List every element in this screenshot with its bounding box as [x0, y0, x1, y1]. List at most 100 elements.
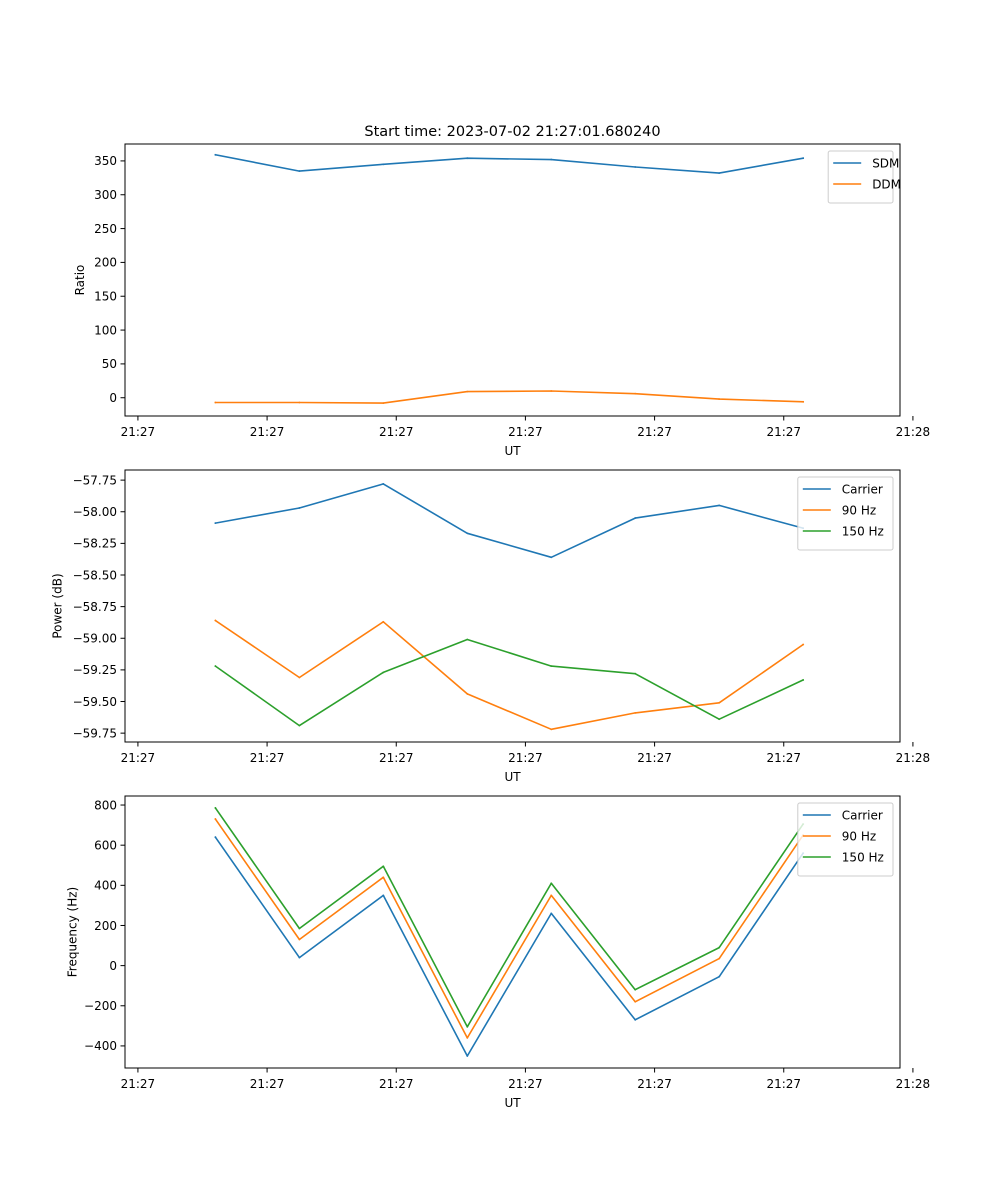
legend-label: SDM — [872, 156, 899, 170]
series-line-90-hz — [214, 619, 805, 731]
axes-frame — [124, 795, 901, 1069]
y-tick-label: 300 — [94, 188, 117, 202]
data-point-ddm — [298, 401, 301, 404]
y-tick-label: −58.25 — [73, 537, 117, 551]
data-point-150-hz — [718, 946, 721, 949]
x-axis-label: UT — [504, 770, 521, 784]
data-point-150-hz — [550, 665, 553, 667]
series-line-150-hz — [214, 638, 805, 727]
x-tick-label: 21:27 — [250, 425, 285, 439]
data-point-150-hz — [550, 882, 553, 885]
y-tick-label: 150 — [94, 290, 117, 304]
data-point-150-hz — [214, 665, 217, 667]
data-point-150-hz — [214, 807, 217, 809]
data-point-150-hz — [298, 724, 301, 727]
series-line-carrier — [214, 483, 805, 559]
x-tick-label: 21:27 — [121, 1077, 156, 1091]
data-point-sdm — [382, 163, 385, 166]
x-tick-label: 21:27 — [766, 1077, 801, 1091]
series-line-150-hz — [214, 806, 805, 1028]
series-line-ddm — [214, 390, 804, 404]
legend-label: DDM — [872, 177, 901, 191]
legend: SDM DDM — [827, 150, 901, 204]
legend: Carrier 90 Hz 150 Hz — [797, 802, 894, 877]
y-tick-label: −59.50 — [73, 695, 117, 709]
x-tick-label: 21:28 — [896, 1077, 931, 1091]
data-point-90-hz — [718, 957, 721, 960]
data-point-carrier — [634, 517, 637, 519]
data-point-150-hz — [802, 679, 805, 681]
x-tick-label: 21:27 — [379, 1077, 414, 1091]
data-point-150-hz — [382, 865, 385, 868]
x-tick-label: 21:27 — [766, 751, 801, 765]
legend-label: Carrier — [842, 482, 883, 496]
y-tick-label: 250 — [94, 222, 117, 236]
x-tick-label: 21:27 — [766, 425, 801, 439]
y-tick-label: −200 — [84, 999, 117, 1013]
data-point-90-hz — [634, 712, 637, 714]
data-point-90-hz — [718, 701, 721, 704]
data-point-carrier — [550, 912, 553, 915]
data-point-carrier — [466, 1055, 469, 1057]
y-tick-label: 200 — [94, 919, 117, 933]
y-tick-label: 600 — [94, 838, 117, 852]
data-point-ddm — [718, 398, 721, 400]
data-point-90-hz — [802, 643, 805, 646]
data-point-90-hz — [634, 1000, 637, 1003]
chart-panel-1: Start time: 2023-07-02 21:27:01.680240 21… — [73, 124, 930, 458]
data-point-sdm — [802, 157, 805, 160]
data-point-90-hz — [214, 619, 217, 622]
y-tick-label: 100 — [94, 323, 117, 337]
y-tick-label: −59.00 — [73, 632, 117, 646]
data-point-carrier — [382, 483, 385, 485]
data-point-90-hz — [298, 938, 301, 941]
chart-title: Start time: 2023-07-02 21:27:01.680240 — [364, 124, 660, 140]
y-axis-label: Frequency (Hz) — [66, 887, 80, 978]
data-point-ddm — [466, 390, 469, 393]
data-point-carrier — [298, 507, 301, 509]
data-point-150-hz — [466, 638, 469, 641]
y-tick-label: 400 — [94, 879, 117, 893]
data-point-90-hz — [466, 1036, 469, 1039]
y-tick-label: −400 — [84, 1039, 117, 1053]
y-tick-label: 800 — [94, 798, 117, 812]
data-point-sdm — [214, 153, 217, 156]
series-line-90-hz — [214, 817, 805, 1039]
x-tick-label: 21:27 — [379, 751, 414, 765]
data-point-carrier — [214, 836, 217, 839]
x-tick-label: 21:27 — [637, 425, 672, 439]
x-tick-label: 21:28 — [896, 425, 931, 439]
x-tick-label: 21:27 — [637, 751, 672, 765]
y-tick-label: 0 — [109, 959, 117, 973]
y-axis-label: Power (dB) — [50, 573, 64, 638]
y-tick-label: −59.25 — [73, 663, 117, 677]
x-tick-label: 21:27 — [121, 425, 156, 439]
y-tick-label: −58.50 — [73, 568, 117, 582]
y-tick-label: −57.75 — [73, 473, 117, 487]
data-point-sdm — [634, 166, 637, 168]
data-point-sdm — [298, 170, 301, 172]
data-point-carrier — [214, 522, 217, 525]
data-point-90-hz — [214, 818, 217, 820]
y-tick-label: 0 — [109, 391, 117, 405]
data-point-carrier — [298, 956, 301, 959]
data-point-carrier — [634, 1018, 637, 1021]
data-point-carrier — [466, 532, 469, 535]
y-tick-label: −59.75 — [73, 726, 117, 740]
data-point-150-hz — [298, 927, 301, 930]
data-point-90-hz — [466, 693, 469, 695]
legend: Carrier 90 Hz 150 Hz — [797, 476, 894, 551]
legend-label: 150 Hz — [842, 524, 884, 538]
data-point-sdm — [718, 172, 721, 174]
legend-label: Carrier — [842, 808, 883, 822]
chart-panel-3: 21:27 21:27 21:27 21:27 21:27 21:27 21:28 UT −40… — [66, 795, 931, 1110]
y-tick-label: 350 — [94, 154, 117, 168]
data-point-carrier — [550, 556, 553, 559]
data-point-carrier — [382, 894, 385, 897]
data-point-carrier — [718, 504, 721, 507]
x-tick-label: 21:27 — [379, 425, 414, 439]
legend-box — [827, 150, 894, 204]
x-tick-label: 21:28 — [896, 751, 931, 765]
x-tick-label: 21:27 — [250, 751, 285, 765]
